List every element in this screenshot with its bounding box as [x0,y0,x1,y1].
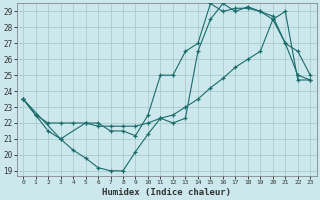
X-axis label: Humidex (Indice chaleur): Humidex (Indice chaleur) [102,188,231,197]
